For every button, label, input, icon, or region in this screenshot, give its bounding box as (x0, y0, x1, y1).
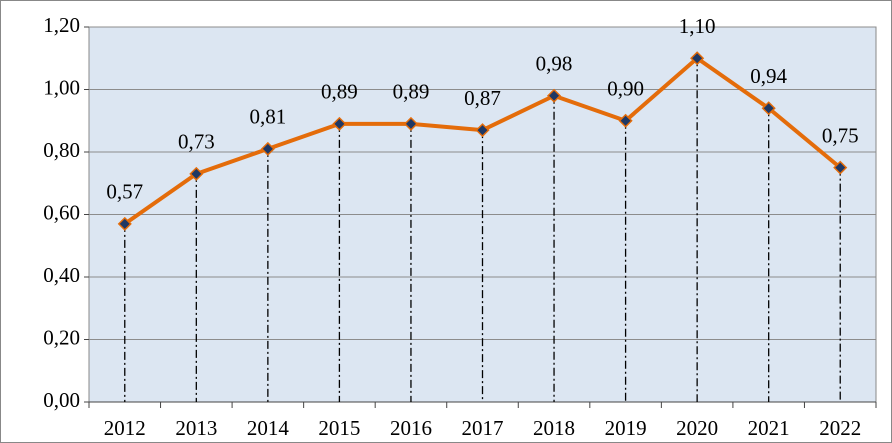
data-label: 0,81 (249, 105, 286, 129)
data-marker (117, 216, 132, 231)
x-tick-label: 2014 (247, 416, 290, 440)
x-tick-label: 2016 (390, 416, 432, 440)
data-label: 0,98 (536, 52, 573, 76)
data-marker (761, 101, 776, 116)
data-marker (403, 116, 419, 131)
data-label: 0,57 (106, 180, 143, 204)
data-marker (690, 51, 705, 66)
data-label: 0,89 (321, 80, 358, 104)
data-marker (332, 116, 347, 131)
data-marker (833, 160, 848, 175)
data-label: 0,73 (178, 130, 215, 154)
data-label: 0,94 (750, 64, 787, 88)
x-tick-label: 2019 (605, 416, 647, 440)
data-marker (260, 141, 275, 156)
x-tick-label: 2020 (676, 416, 718, 440)
x-tick-label: 2013 (175, 416, 217, 440)
y-tick-label: 1,20 (43, 13, 80, 37)
y-tick-label: 0,00 (43, 388, 80, 412)
y-tick-label: 1,00 (43, 75, 80, 99)
x-tick-label: 2021 (748, 416, 790, 440)
y-tick-label: 0,40 (43, 263, 80, 287)
x-tick-label: 2022 (819, 416, 861, 440)
data-label: 0,89 (393, 80, 430, 104)
data-marker (546, 88, 562, 103)
data-marker (475, 123, 490, 138)
data-marker (189, 166, 204, 181)
x-tick-label: 2017 (462, 416, 504, 440)
data-label: 0,90 (607, 77, 644, 101)
data-label: 1,10 (679, 14, 716, 38)
y-tick-label: 0,20 (43, 325, 80, 349)
y-tick-label: 0,80 (43, 138, 80, 162)
y-tick-label: 0,60 (43, 200, 80, 224)
x-tick-label: 2012 (104, 416, 146, 440)
data-marker (618, 113, 633, 128)
data-label: 0,75 (822, 123, 859, 147)
x-tick-label: 2018 (533, 416, 575, 440)
data-label: 0,87 (464, 86, 501, 110)
x-tick-label: 2015 (318, 416, 360, 440)
